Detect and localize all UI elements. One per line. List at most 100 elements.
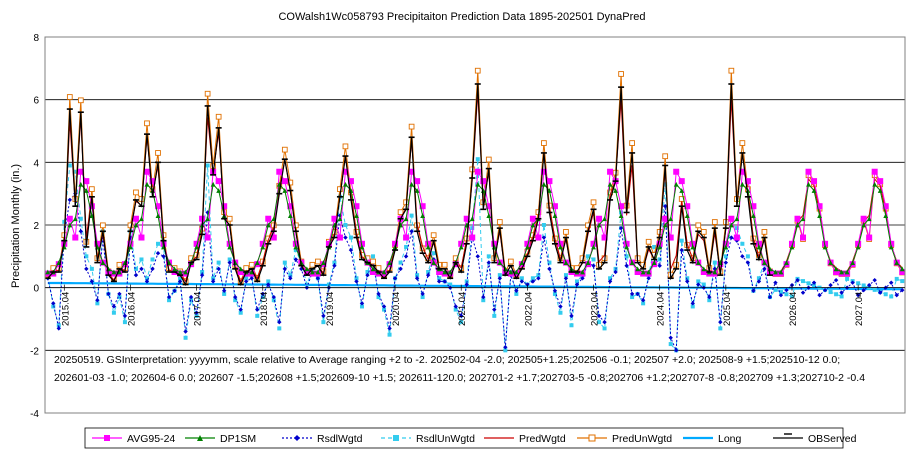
rsdlwgtd-point xyxy=(525,282,530,287)
dp1sm-point xyxy=(359,244,365,250)
dp1sm-point xyxy=(773,269,778,275)
rsdlwgtd-point xyxy=(144,279,150,284)
dp1sm-point xyxy=(795,222,800,228)
legend-item-predwgtd: PredWgtd xyxy=(484,433,566,445)
dp1sm-point xyxy=(762,260,767,265)
y-tick-label: 2 xyxy=(33,221,39,232)
rsdlwgtd-point xyxy=(227,260,232,265)
rsdlunwgtd-point xyxy=(293,248,298,253)
avg95-24-point xyxy=(590,240,597,247)
avg95-24-point xyxy=(888,240,895,247)
rsdlunwgtd-point xyxy=(690,304,695,309)
dp1sm-point xyxy=(304,266,310,272)
y-tick-label: -4 xyxy=(30,409,39,420)
rsdlwgtd-point xyxy=(78,229,84,234)
rsdlwgtd-point xyxy=(712,266,718,272)
rsdlunwgtd-point xyxy=(894,276,899,281)
avg95-24-point xyxy=(392,240,399,247)
avg95-24-point xyxy=(474,168,481,175)
dp1sm-point xyxy=(183,269,188,275)
legend-label: DP1SM xyxy=(220,433,256,445)
avg95-24-point xyxy=(811,178,818,185)
avg95-24-point xyxy=(292,240,299,247)
rsdlwgtd-point xyxy=(861,287,866,293)
axes xyxy=(44,36,906,414)
plot-frame xyxy=(44,36,906,414)
rsdlwgtd-point xyxy=(188,294,194,300)
rsdlunwgtd-point xyxy=(304,282,309,287)
rsdlwgtd-point xyxy=(282,266,288,272)
avg95-24-point xyxy=(325,240,332,247)
dp1sm-point xyxy=(839,269,845,275)
dp1sm-point xyxy=(712,269,718,275)
rsdlunwgtd-point xyxy=(51,304,56,309)
dp1sm-point xyxy=(144,181,150,187)
predunwgtd-point xyxy=(739,140,746,146)
rsdlunwgtd-point xyxy=(883,292,888,297)
rsdlunwgtd-point xyxy=(365,270,370,274)
avg95-24-point xyxy=(750,203,757,210)
rsdlunwgtd-point xyxy=(486,254,491,259)
avg95-24-point xyxy=(149,178,156,185)
avg95-24-point xyxy=(722,240,729,247)
x-tick-label: 2025.04 xyxy=(722,292,733,326)
rsdlunwgtd-point xyxy=(282,260,287,265)
predunwgtd-point xyxy=(116,261,123,268)
legend-item-long: Long xyxy=(683,433,742,445)
rsdlunwgtd-point xyxy=(900,279,905,284)
rsdlwgtd-point xyxy=(773,280,778,285)
rsdlwgtd-point xyxy=(354,279,359,284)
rsdlwgtd-point xyxy=(122,313,128,319)
x-tick-label: 2016.04 xyxy=(126,292,137,326)
rsdlwgtd-point xyxy=(403,254,409,259)
avg95-24-point xyxy=(882,203,889,210)
dp1sm-point xyxy=(420,213,426,218)
rsdlwgtd-point xyxy=(668,335,673,340)
dp1sm-point xyxy=(861,222,867,228)
dp1sm-point xyxy=(508,269,514,275)
rsdlwgtd-point xyxy=(95,298,100,303)
dp1sm-point xyxy=(877,188,883,193)
rsdlwgtd-point xyxy=(414,276,420,281)
rsdlunwgtd-point xyxy=(227,257,232,262)
dp1sm-point xyxy=(811,188,817,193)
rsdlunwgtd-point xyxy=(376,295,381,300)
rsdlunwgtd-point xyxy=(459,320,464,325)
dp1sm-point xyxy=(486,213,492,218)
dp1sm-point xyxy=(282,188,288,193)
predunwgtd-point xyxy=(662,153,669,160)
rsdlwgtd-point xyxy=(210,279,216,284)
rsdlwgtd-point xyxy=(756,279,762,284)
predunwgtd-point xyxy=(761,229,768,235)
rsdlwgtd-point xyxy=(569,313,574,319)
dp1sm-point xyxy=(293,244,299,250)
rsdlunwgtd-point xyxy=(95,301,100,306)
dp1sm-point xyxy=(607,181,613,187)
rsdlwgtd-point xyxy=(343,235,348,240)
rsdlunwgtd-point xyxy=(481,298,486,303)
dp1sm-point xyxy=(673,181,679,187)
predunwgtd-point xyxy=(66,94,73,100)
rsdlwgtd-point xyxy=(607,279,613,284)
dp1sm-point xyxy=(238,266,244,272)
dp1sm-point xyxy=(739,181,745,187)
predunwgtd-point xyxy=(342,143,349,150)
rsdlwgtd-point xyxy=(481,294,486,300)
rsdlwgtd-point xyxy=(172,288,177,293)
rsdlunwgtd-point xyxy=(801,279,806,284)
avg95-24-point xyxy=(739,168,746,175)
predunwgtd-point xyxy=(645,238,652,245)
dp1sm-point xyxy=(888,244,894,250)
rsdlunwgtd-point xyxy=(773,287,778,292)
rsdlwgtd-point xyxy=(674,348,679,353)
dp1sm-point xyxy=(844,269,850,275)
dp1sm-point xyxy=(216,188,222,193)
dp1sm-point xyxy=(172,266,177,272)
dp1sm-point xyxy=(734,216,740,222)
rsdlwgtd-point xyxy=(635,291,640,297)
rsdlwgtd-point xyxy=(376,291,381,297)
rsdlunwgtd-point xyxy=(652,244,657,249)
dp1sm-point xyxy=(78,181,84,187)
avg95-24-point xyxy=(215,178,222,185)
predunwgtd-point xyxy=(541,140,547,146)
